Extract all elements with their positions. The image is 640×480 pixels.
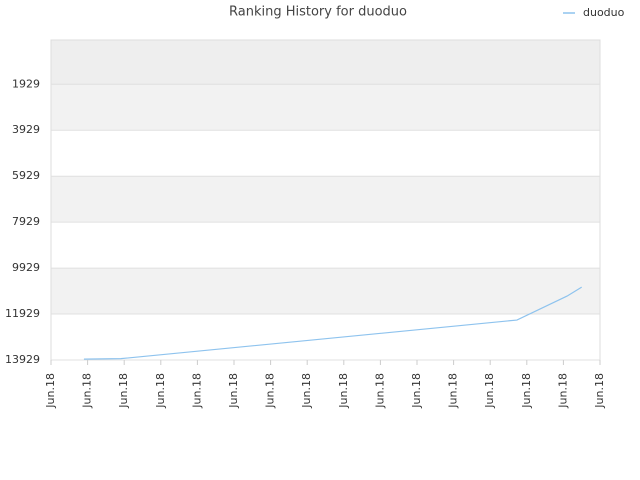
x-tick-label: Jun.18	[593, 373, 606, 409]
x-tick-label: Jun.18	[520, 373, 533, 409]
plot-band	[51, 268, 600, 315]
x-tick-label: Jun.18	[154, 373, 167, 409]
plot-band	[51, 176, 600, 223]
x-tick-label: Jun.18	[556, 373, 569, 409]
y-tick-label: 3929	[12, 123, 40, 136]
x-tick-label: Jun.18	[447, 373, 460, 409]
x-tick-label: Jun.18	[264, 373, 277, 409]
chart-title: Ranking History for duoduo	[229, 5, 407, 20]
y-tick-label: 11929	[5, 307, 40, 320]
legend-label: duoduo	[583, 6, 625, 19]
plot-band	[51, 84, 600, 131]
x-tick-label: Jun.18	[81, 373, 94, 409]
data-line	[83, 286, 583, 360]
y-tick-label: 5929	[12, 169, 40, 182]
plot-band	[51, 40, 600, 85]
x-tick-label: Jun.18	[483, 373, 496, 409]
x-tick-label: Jun.18	[117, 373, 130, 409]
x-tick-label: Jun.18	[300, 373, 313, 409]
y-tick-label: 1929	[12, 77, 40, 90]
x-tick-label: Jun.18	[373, 373, 386, 409]
y-tick-label: 7929	[12, 215, 40, 228]
x-tick-label: Jun.18	[227, 373, 240, 409]
x-tick-label: Jun.18	[44, 373, 57, 409]
x-tick-label: Jun.18	[190, 373, 203, 409]
x-tick-label: Jun.18	[337, 373, 350, 409]
y-tick-label: 9929	[12, 261, 40, 274]
x-tick-label: Jun.18	[410, 373, 423, 409]
y-tick-label: 13929	[5, 353, 40, 366]
